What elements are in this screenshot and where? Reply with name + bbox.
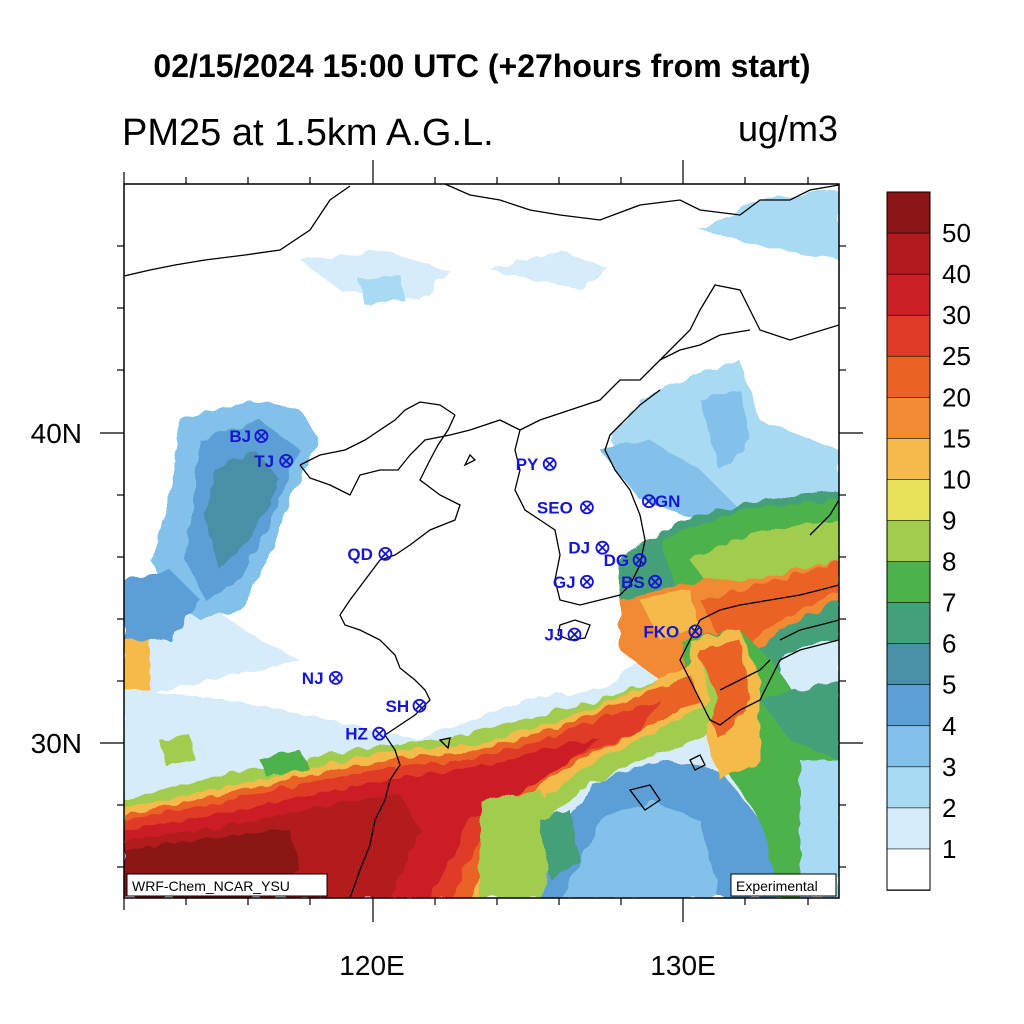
station-dg: DG <box>604 551 647 570</box>
colorbar-swatch <box>886 602 931 645</box>
colorbar-swatch <box>886 766 931 809</box>
variable-label: PM25 at 1.5km A.G.L. <box>122 112 494 154</box>
station-label: GN <box>655 492 681 511</box>
station-label: BS <box>621 573 645 592</box>
colorbar-label: 3 <box>942 752 956 782</box>
station-marker-icon <box>279 453 294 468</box>
colorbar-swatch <box>886 643 931 686</box>
station-fko: FKO <box>643 622 703 641</box>
status-credit-box <box>730 873 837 897</box>
station-dj: DJ <box>568 539 610 558</box>
map-title: 02/15/2024 15:00 UTC (+27hours from star… <box>153 48 811 84</box>
colorbar-swatch <box>886 314 931 358</box>
station-marker-icon <box>632 553 647 567</box>
station-label: SH <box>386 697 410 716</box>
station-marker-icon <box>254 429 269 444</box>
station-nj: NJ <box>302 669 343 688</box>
colorbar-label: 15 <box>942 423 971 453</box>
units-label: ug/m3 <box>737 108 838 149</box>
colorbar-swatch <box>886 725 931 768</box>
station-marker-icon <box>372 726 387 741</box>
station-marker-icon <box>328 671 343 685</box>
concentration-field <box>124 184 839 898</box>
colorbar-label: 8 <box>942 547 956 577</box>
colorbar-label: 25 <box>942 341 971 371</box>
colorbar-swatch <box>886 273 931 316</box>
station-marker-icon <box>642 494 656 509</box>
station-label: PY <box>516 455 539 474</box>
station-label: HZ <box>345 725 368 744</box>
colorbar: 1 2 3 4 5 6 7 8 9 10 15 20 25 30 40 50 <box>886 191 971 891</box>
lat-label-40n: 40N <box>31 418 82 449</box>
station-marker-icon <box>648 574 662 589</box>
model-credit: WRF-Chem_NCAR_YSU <box>132 878 290 894</box>
colorbar-swatch <box>886 807 931 850</box>
station-jj: JJ <box>545 626 582 645</box>
colorbar-label: 9 <box>942 505 956 535</box>
colorbar-swatch <box>886 191 931 234</box>
colorbar-label: 5 <box>942 670 956 700</box>
map-frame <box>123 183 840 899</box>
station-marker-icon <box>412 698 427 713</box>
station-seo: SEO <box>537 498 594 517</box>
colorbar-swatch <box>886 561 931 604</box>
colorbar-swatch <box>886 355 931 399</box>
colorbar-label: 6 <box>942 629 956 659</box>
colorbar-swatch <box>886 479 931 522</box>
colorbar-swatch <box>886 520 931 563</box>
colorbar-swatch <box>886 232 931 275</box>
station-py: PY <box>516 455 557 474</box>
station-label: BJ <box>229 427 251 446</box>
station-sh: SH <box>386 697 427 716</box>
station-marker-icon <box>595 540 610 555</box>
station-label: GJ <box>553 573 576 592</box>
station-label: FKO <box>643 622 679 641</box>
colorbar-label: 20 <box>942 382 971 412</box>
station-label: SEO <box>537 498 573 517</box>
station-marker-icon <box>542 457 557 471</box>
station-marker-icon <box>567 627 582 642</box>
lat-label-30n: 30N <box>31 728 82 759</box>
station-label: DJ <box>568 539 590 558</box>
model-credit-box <box>126 873 328 897</box>
station-label: NJ <box>302 669 324 688</box>
colorbar-label: 50 <box>942 218 971 248</box>
station-marker-icon <box>378 547 393 561</box>
colorbar-swatch <box>886 848 931 891</box>
station-bs: BS <box>621 573 662 592</box>
station-gj: GJ <box>553 573 594 592</box>
colorbar-label: 4 <box>942 711 956 741</box>
colorbar-label: 10 <box>942 464 971 494</box>
station-marker-icon <box>688 624 703 639</box>
coastlines <box>124 184 839 898</box>
colorbar-label: 40 <box>942 259 971 289</box>
colorbar-label: 2 <box>942 793 956 823</box>
station-bj: BJ <box>229 427 269 446</box>
colorbar-label: 7 <box>942 588 956 618</box>
lon-label-130e: 130E <box>650 950 715 981</box>
tick-marks <box>100 160 863 922</box>
colorbar-label: 30 <box>942 300 971 330</box>
colorbar-swatch <box>886 396 931 440</box>
station-marker-icon <box>580 574 594 589</box>
station-label: QD <box>347 545 373 564</box>
colorbar-label: 1 <box>942 834 956 864</box>
colorbar-swatch <box>886 684 931 727</box>
status-credit: Experimental <box>736 878 818 894</box>
station-label: JJ <box>545 626 564 645</box>
lon-label-120e: 120E <box>339 950 404 981</box>
station-qd: QD <box>347 545 393 564</box>
station-tj: TJ <box>254 452 294 471</box>
station-label: DG <box>604 551 630 570</box>
station-marker-icon <box>580 500 594 515</box>
station-hz: HZ <box>345 725 387 744</box>
colorbar-swatch <box>886 438 931 481</box>
station-gn: GN <box>642 492 681 511</box>
station-label: TJ <box>254 452 274 471</box>
